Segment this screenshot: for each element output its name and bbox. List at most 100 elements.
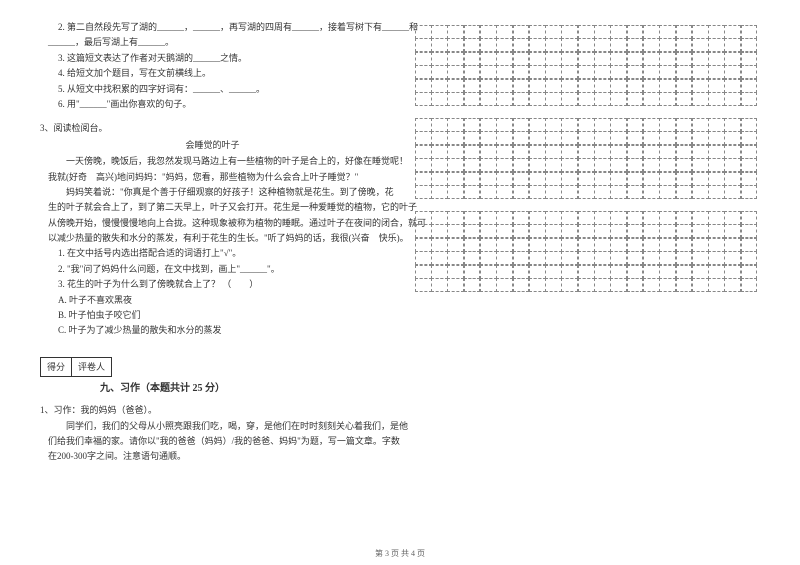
- writing-grid-cell: [741, 92, 758, 106]
- writing-grid-cell: [529, 52, 546, 66]
- writing-grid-cell: [415, 38, 432, 52]
- writing-grid-cell: [610, 118, 627, 132]
- writing-grid-cell: [464, 131, 481, 145]
- writing-grid-cell: [627, 238, 644, 252]
- writing-grid-cell: [545, 172, 562, 186]
- composition-line: 同学们，我们的父母从小照亮跟我们吃，喝，穿，是他们在时时刻刻关心着我们，是他: [40, 419, 385, 433]
- writing-grid-cell: [708, 278, 725, 292]
- writing-grid-cell: [545, 92, 562, 106]
- writing-grid-cell: [447, 25, 464, 39]
- writing-grid-row: [415, 172, 770, 186]
- writing-grid-cell: [594, 92, 611, 106]
- writing-grid-cell: [415, 185, 432, 199]
- writing-grid-cell: [415, 278, 432, 292]
- writing-grid-cell: [741, 131, 758, 145]
- writing-grid-cell: [431, 172, 448, 186]
- right-column: [415, 20, 770, 465]
- writing-grid-cell: [431, 278, 448, 292]
- writing-grid-cell: [676, 185, 693, 199]
- writing-grid-cell: [561, 65, 578, 79]
- writing-grid-cell: [708, 251, 725, 265]
- text-line: 3. 这篇短文表达了作者对天鹅湖的______之情。: [40, 51, 385, 65]
- writing-grid-row: [415, 211, 770, 225]
- writing-grid-cell: [659, 38, 676, 52]
- writing-grid-cell: [708, 158, 725, 172]
- writing-grid-cell: [610, 224, 627, 238]
- writing-grid-cell: [610, 238, 627, 252]
- writing-grid-cell: [676, 172, 693, 186]
- writing-grid-cell: [464, 118, 481, 132]
- writing-grid-cell: [692, 92, 709, 106]
- writing-grid-cell: [545, 211, 562, 225]
- writing-grid-cell: [643, 211, 660, 225]
- writing-grid-cell: [578, 251, 595, 265]
- writing-grid-cell: [415, 65, 432, 79]
- writing-grid-cell: [480, 172, 497, 186]
- writing-grid-cell: [431, 238, 448, 252]
- writing-grid-cell: [545, 158, 562, 172]
- writing-grid-cell: [610, 65, 627, 79]
- writing-grid-cell: [610, 92, 627, 106]
- writing-grid-cell: [741, 79, 758, 93]
- writing-grid-cell: [692, 38, 709, 52]
- writing-grid-cell: [561, 172, 578, 186]
- writing-grid-cell: [578, 118, 595, 132]
- writing-grid-cell: [741, 265, 758, 279]
- writing-grid-cell: [627, 38, 644, 52]
- writing-grid-row: [415, 238, 770, 252]
- writing-grid-cell: [659, 52, 676, 66]
- writing-grid-cell: [724, 65, 741, 79]
- writing-grid-cell: [692, 238, 709, 252]
- writing-grid-cell: [708, 131, 725, 145]
- writing-grid-cell: [741, 118, 758, 132]
- writing-grid-cell: [447, 79, 464, 93]
- writing-grid-row: [415, 132, 770, 146]
- writing-grid-cell: [464, 265, 481, 279]
- passage-line: 从傍晚开始，慢慢慢慢地向上合拢。这种现象被称为植物的睡眠。通过叶子在夜间的闭合，…: [40, 216, 385, 230]
- writing-grid-cell: [643, 145, 660, 159]
- writing-grid-cell: [431, 52, 448, 66]
- writing-grid-cell: [659, 25, 676, 39]
- writing-grid-cell: [578, 265, 595, 279]
- writing-grid-cell: [692, 185, 709, 199]
- writing-grid-cell: [741, 25, 758, 39]
- writing-grid-cell: [431, 158, 448, 172]
- writing-grid-cell: [431, 185, 448, 199]
- question-2-block: 2. 第二自然段先写了湖的______，______，再写湖的四周有______…: [40, 20, 385, 111]
- writing-grid-row: [415, 93, 770, 107]
- writing-grid-cell: [513, 185, 530, 199]
- writing-grid-cell: [561, 251, 578, 265]
- writing-grid-cell: [561, 278, 578, 292]
- text-line: 2. 第二自然段先写了湖的______，______，再写湖的四周有______…: [40, 20, 385, 34]
- writing-grid-cell: [496, 145, 513, 159]
- writing-grid-cell: [708, 185, 725, 199]
- writing-grid-cell: [627, 265, 644, 279]
- writing-grid-cell: [724, 185, 741, 199]
- writing-grid-cell: [610, 211, 627, 225]
- writing-grid-cell: [464, 172, 481, 186]
- writing-grid-container: [415, 25, 770, 292]
- writing-grid-cell: [659, 92, 676, 106]
- writing-grid-cell: [513, 265, 530, 279]
- writing-grid-cell: [545, 25, 562, 39]
- writing-grid-cell: [594, 145, 611, 159]
- writing-grid-cell: [496, 265, 513, 279]
- writing-grid-cell: [724, 38, 741, 52]
- writing-grid-cell: [496, 131, 513, 145]
- writing-grid-cell: [610, 172, 627, 186]
- writing-grid-cell: [610, 185, 627, 199]
- writing-grid-cell: [676, 145, 693, 159]
- writing-grid-cell: [594, 185, 611, 199]
- writing-grid-cell: [464, 145, 481, 159]
- writing-grid-cell: [415, 92, 432, 106]
- writing-grid-cell: [627, 131, 644, 145]
- writing-grid-cell: [643, 131, 660, 145]
- writing-grid-cell: [496, 65, 513, 79]
- writing-grid-cell: [447, 65, 464, 79]
- writing-grid-cell: [529, 224, 546, 238]
- writing-grid-cell: [431, 211, 448, 225]
- writing-grid-cell: [724, 251, 741, 265]
- writing-grid-cell: [415, 211, 432, 225]
- writing-grid-cell: [643, 185, 660, 199]
- writing-grid-cell: [480, 224, 497, 238]
